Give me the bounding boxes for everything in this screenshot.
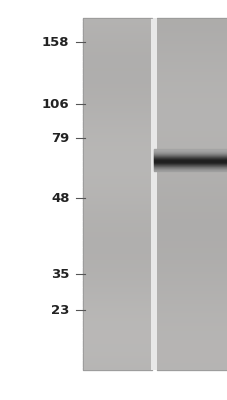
Text: 79: 79 xyxy=(51,132,69,144)
Text: 35: 35 xyxy=(51,268,69,280)
Bar xyxy=(151,18,156,370)
Text: 48: 48 xyxy=(51,192,69,204)
Text: 106: 106 xyxy=(42,98,69,110)
Text: 23: 23 xyxy=(51,304,69,316)
Text: 158: 158 xyxy=(42,36,69,48)
